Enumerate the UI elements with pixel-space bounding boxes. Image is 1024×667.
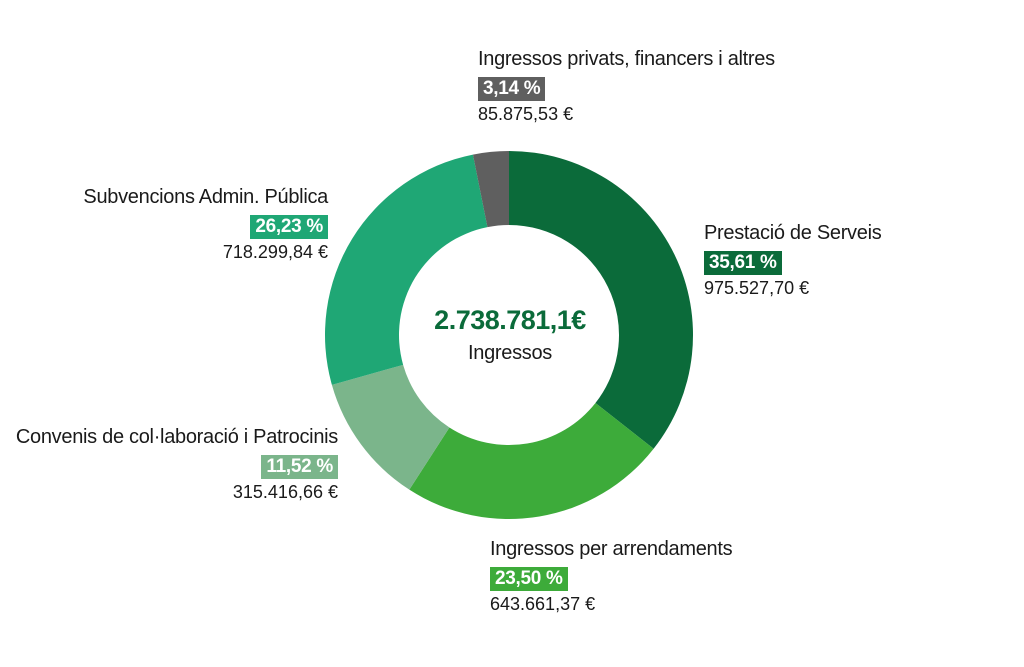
label-services: Prestació de Serveis 35,61 % 975.527,70 … — [704, 222, 882, 299]
slice-percent-badge: 23,50 % — [490, 567, 568, 591]
donut-slice-agreements-sponsorships — [331, 364, 450, 490]
slice-percent-badge: 26,23 % — [250, 215, 328, 239]
slice-label: Ingressos per arrendaments — [490, 538, 733, 560]
donut-slice-services — [509, 151, 693, 449]
slice-amount: 315.416,66 € — [232, 482, 338, 502]
slice-amount: 85.875,53 € — [478, 104, 574, 124]
label-rentals: Ingressos per arrendaments 23,50 % 643.6… — [490, 538, 733, 615]
label-private-income: Ingressos privats, financers i altres 3,… — [478, 48, 775, 125]
donut-slice-public-subsidies — [325, 154, 488, 385]
slice-percent-badge: 11,52 % — [261, 455, 338, 479]
slice-percent-badge: 3,14 % — [478, 77, 546, 101]
label-agreements-sponsorships: Convenis de col·laboració i Patrocinis 1… — [16, 426, 338, 503]
slice-amount: 643.661,37 € — [490, 594, 596, 614]
slice-amount: 975.527,70 € — [704, 278, 810, 298]
donut-slice-private-income — [472, 151, 509, 228]
donut-slice-rentals — [409, 403, 654, 519]
slice-percent-badge: 35,61 % — [704, 251, 782, 275]
label-public-subsidies: Subvencions Admin. Pública 26,23 % 718.2… — [83, 186, 328, 263]
slice-label: Subvencions Admin. Pública — [83, 186, 328, 208]
slice-amount: 718.299,84 € — [222, 242, 328, 262]
total-income-value: 2.738.781,1€ — [434, 305, 586, 335]
slice-label: Prestació de Serveis — [704, 222, 882, 244]
slice-label: Ingressos privats, financers i altres — [478, 48, 775, 70]
slice-label: Convenis de col·laboració i Patrocinis — [15, 426, 338, 448]
total-income-caption: Ingressos — [467, 342, 552, 364]
